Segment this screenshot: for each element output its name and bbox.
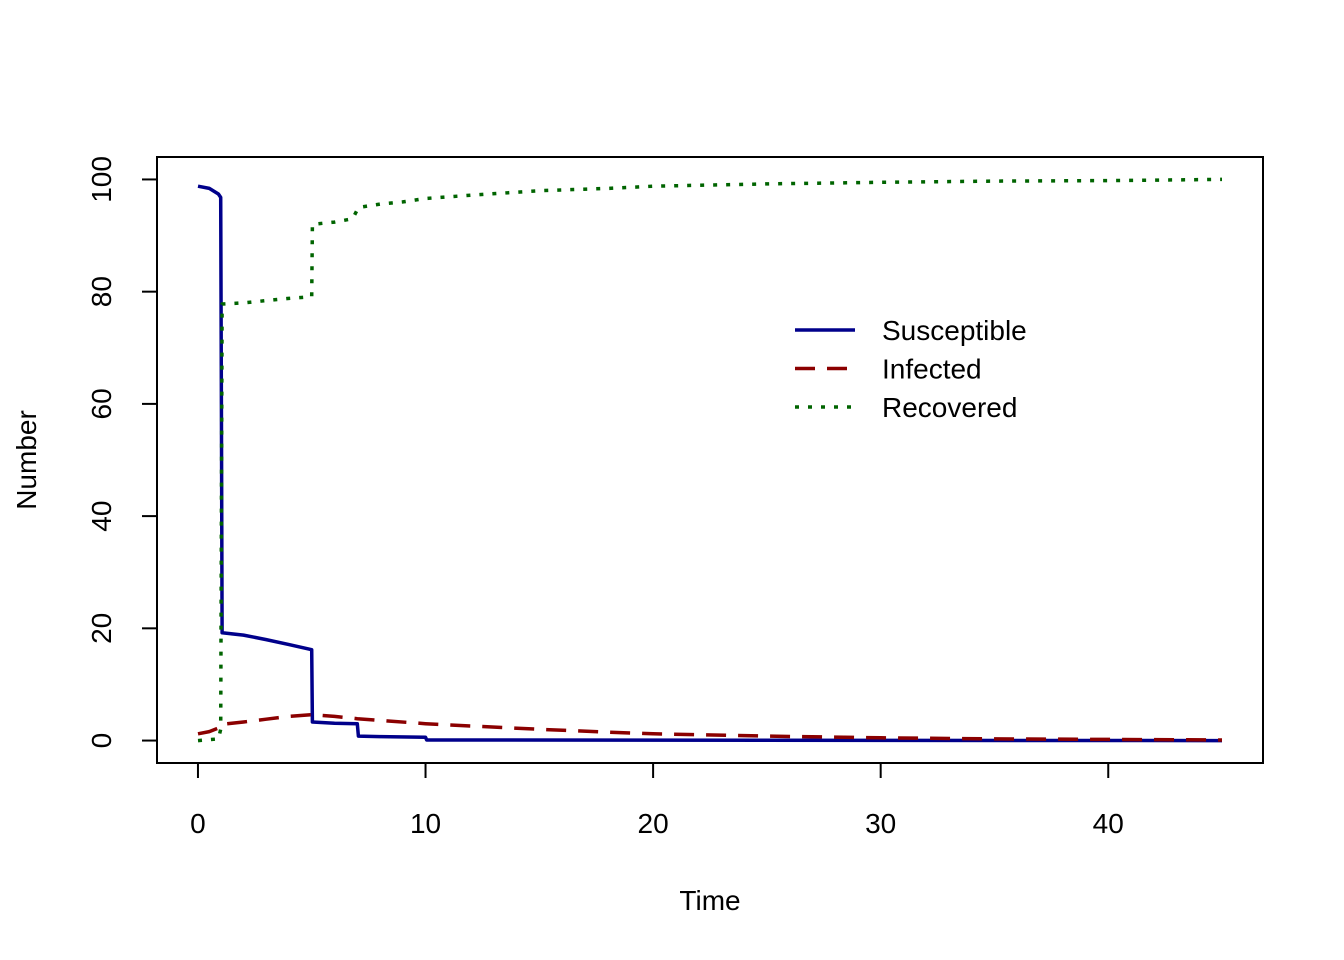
x-tick-label: 10	[410, 808, 441, 839]
legend-label-infected: Infected	[882, 354, 982, 385]
x-tick-label: 40	[1093, 808, 1124, 839]
y-tick-label: 20	[86, 613, 117, 644]
series-line-recovered	[197, 177, 1223, 743]
series-layer	[197, 177, 1223, 743]
x-tick-label: 30	[865, 808, 896, 839]
series-line-infected	[197, 712, 1223, 742]
y-tick-label: 0	[86, 733, 117, 749]
plot-frame	[156, 156, 1264, 764]
x-axis: 0 10 20 30 40	[190, 762, 1124, 839]
y-axis: 0 20 40 60 80 100	[86, 156, 158, 749]
x-tick-label: 20	[638, 808, 669, 839]
y-tick-label: 100	[86, 156, 117, 203]
legend-label-susceptible: Susceptible	[882, 315, 1027, 346]
y-axis-label: Number	[11, 410, 42, 510]
x-tick-label: 0	[190, 808, 206, 839]
y-tick-label: 60	[86, 388, 117, 419]
y-tick-label: 80	[86, 276, 117, 307]
y-tick-label: 40	[86, 501, 117, 532]
legend-label-recovered: Recovered	[882, 392, 1017, 423]
legend: Susceptible Infected Recovered	[795, 315, 1027, 423]
series-line-susceptible	[197, 184, 1223, 743]
x-axis-label: Time	[679, 885, 740, 916]
